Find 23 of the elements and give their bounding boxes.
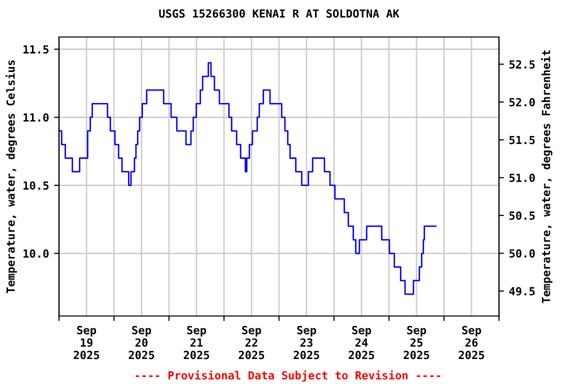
y-tick-label: 11.5 — [24, 45, 49, 54]
x-tick-label: Sep 23 2025 — [294, 326, 320, 360]
x-tick-label: Sep 24 2025 — [348, 326, 374, 360]
y-tick-label: 11.0 — [24, 113, 49, 122]
x-tick-label: Sep 22 2025 — [238, 326, 264, 360]
x-tick-label: Sep 26 2025 — [458, 326, 484, 360]
y2-tick-label: 50.0 — [510, 249, 535, 258]
y2-tick-label: 52.5 — [510, 60, 535, 69]
x-tick-label: Sep 19 2025 — [74, 326, 100, 360]
text: ---- Provisional Data Subject to Revision ---- — [136, 370, 440, 382]
y2-tick-label: 49.5 — [509, 287, 535, 296]
x-tick-label: Sep 20 2025 — [128, 326, 154, 360]
y-tick-label: 10.0 — [24, 249, 49, 258]
y-axis-title: Temperature, water, degrees Celsius — [6, 60, 17, 294]
chart-title: USGS 15266300 KENAI R AT SOLDOTNA AK — [159, 9, 400, 18]
x-tick-label: Sep 21 2025 — [184, 326, 210, 360]
y2-tick-label: 50.5 — [510, 211, 535, 220]
y2-tick-label: 51.5 — [510, 136, 535, 144]
y2-tick-label: 51.0 — [510, 174, 535, 182]
x-tick-label: Sep 25 2025 — [404, 326, 430, 360]
y2-axis-title: Temperature, water, degrees Fahrenheit — [541, 50, 552, 304]
y-tick-label: 10.5 — [24, 181, 49, 190]
y2-tick-label: 52.0 — [510, 98, 535, 106]
